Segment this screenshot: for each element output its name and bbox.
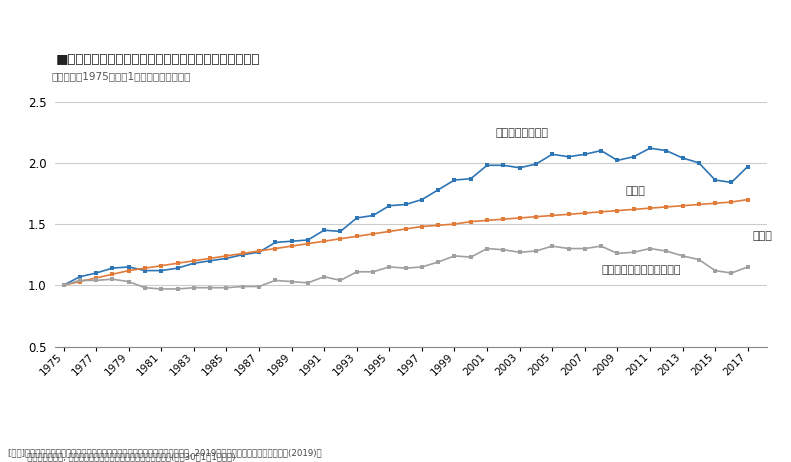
Text: （縦軸は、1975年度を1とした場合の指数）: （縦軸は、1975年度を1とした場合の指数） xyxy=(51,72,191,82)
Text: エネルギー消費量／世帯数: エネルギー消費量／世帯数 xyxy=(601,266,680,275)
Text: [出所]家庭部門のエネ消費量：日本エネルギー経済研究所計量分析ユニット編, 2019年版エネルギー・経済統計要覧(2019)、: [出所]家庭部門のエネ消費量：日本エネルギー経済研究所計量分析ユニット編, 20… xyxy=(8,449,321,457)
Text: ■家庭部門のエネルギー消費量・原単位・世帯数の推移: ■家庭部門のエネルギー消費量・原単位・世帯数の推移 xyxy=(55,53,260,66)
Text: 世帯数: 世帯数 xyxy=(626,186,645,196)
Text: 世帯数：総務省, 住民台帳に基づく人口、人口動態及び世帯数(平成30年1月1日現在): 世帯数：総務省, 住民台帳に基づく人口、人口動態及び世帯数(平成30年1月1日現… xyxy=(8,453,236,462)
Text: （年）: （年） xyxy=(752,231,772,242)
Text: エネルギー消費量: エネルギー消費量 xyxy=(495,128,548,138)
